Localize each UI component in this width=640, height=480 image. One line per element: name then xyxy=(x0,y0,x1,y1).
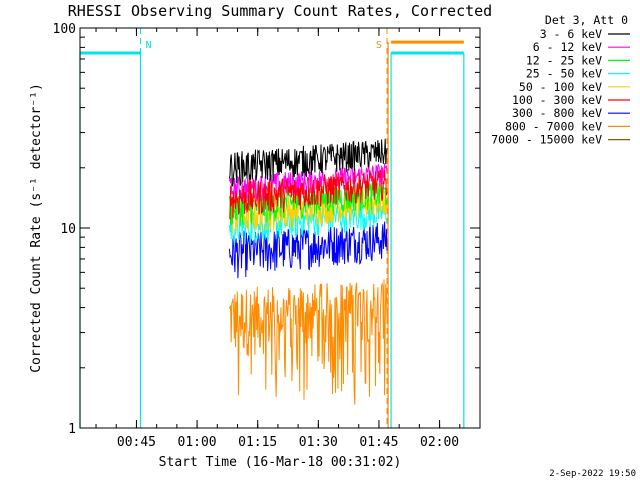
legend-label: 300 - 800 keV xyxy=(512,106,602,120)
series-line xyxy=(228,138,388,187)
legend-label: 7000 - 15000 keV xyxy=(491,133,602,147)
legend-label: 6 - 12 keV xyxy=(533,40,602,54)
y-tick-label: 10 xyxy=(60,222,76,237)
legend-label: 50 - 100 keV xyxy=(519,80,602,94)
timestamp: 2-Sep-2022 19:50 xyxy=(549,469,636,479)
legend-label: 3 - 6 keV xyxy=(540,27,602,41)
x-tick-label: 01:15 xyxy=(238,435,277,450)
chart-title: RHESSI Observing Summary Count Rates, Co… xyxy=(68,2,492,20)
y-axis-label: Corrected Count Rate (s⁻¹ detector⁻¹) xyxy=(29,83,44,373)
legend-header: Det 3, Att 0 xyxy=(545,13,628,27)
y-tick-label: 100 xyxy=(53,22,76,37)
series-line xyxy=(228,279,388,405)
series-line xyxy=(229,169,388,220)
legend-label: 100 - 300 keV xyxy=(512,93,602,107)
annotation-flag: S xyxy=(376,40,382,51)
x-axis-label: Start Time (16-Mar-18 00:31:02) xyxy=(159,455,402,470)
x-tick-label: 01:00 xyxy=(178,435,217,450)
x-tick-label: 01:30 xyxy=(299,435,338,450)
legend-label: 800 - 7000 keV xyxy=(505,119,602,133)
series-line xyxy=(228,163,388,204)
legend-label: 25 - 50 keV xyxy=(526,67,602,81)
axes: 00:45 01:00 01:15 01:30 01:45 02:00 1 10 100 xyxy=(53,22,480,450)
x-tick-label: 01:45 xyxy=(359,435,398,450)
annotation-flag: N xyxy=(145,40,151,51)
x-tick-label: 02:00 xyxy=(420,435,459,450)
y-tick-label: 1 xyxy=(68,422,76,437)
legend-label: 12 - 25 keV xyxy=(526,53,602,67)
x-tick-label: 00:45 xyxy=(117,435,156,450)
